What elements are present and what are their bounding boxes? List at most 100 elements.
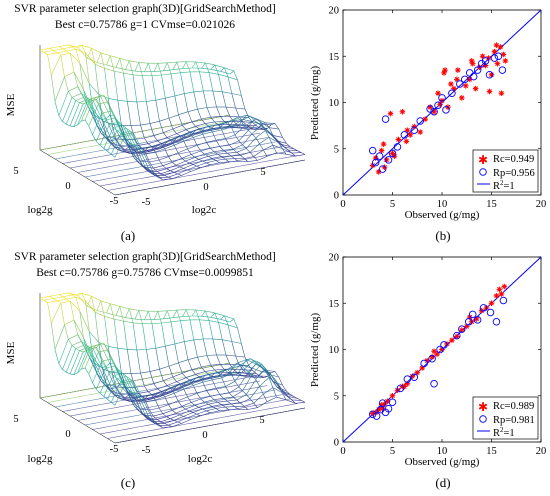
prediction-point	[371, 158, 380, 167]
mesh-line	[255, 130, 266, 139]
mesh-line	[224, 315, 234, 320]
mesh-line	[241, 343, 246, 358]
mesh-line	[235, 355, 246, 358]
mesh-line	[240, 402, 245, 407]
mesh-line	[295, 154, 306, 157]
mesh-line	[234, 406, 239, 410]
mesh-line	[142, 323, 147, 350]
mesh-line	[136, 399, 141, 402]
mesh-line	[221, 155, 232, 157]
mesh-line	[174, 93, 185, 97]
mesh-line	[145, 153, 150, 163]
mesh-line	[172, 372, 183, 378]
mesh-line	[145, 399, 156, 402]
mesh-line	[229, 364, 234, 370]
mesh-line	[134, 405, 139, 411]
mesh-line	[153, 70, 164, 72]
prediction-point	[465, 69, 474, 77]
mesh-line	[96, 310, 107, 314]
mesh-line	[151, 322, 162, 324]
mesh-line	[220, 71, 231, 75]
prediction-point	[400, 131, 409, 139]
mesh-line	[210, 317, 221, 320]
mesh-line	[170, 418, 175, 421]
mesh-line	[96, 52, 102, 63]
mesh-line	[85, 300, 96, 313]
mesh-line	[139, 150, 150, 170]
mesh-line	[185, 408, 190, 412]
mesh-line	[104, 135, 109, 140]
prediction-point	[378, 399, 387, 407]
mesh-line	[58, 46, 63, 50]
mesh-line	[227, 399, 237, 402]
mesh-line	[143, 400, 154, 421]
mesh-line	[155, 151, 160, 161]
y-tick-label: 20	[329, 253, 340, 264]
mesh-line	[155, 392, 166, 397]
mesh-line	[158, 407, 164, 414]
mesh-line	[54, 324, 65, 350]
mesh-line	[62, 296, 67, 300]
panel-d-ticks: 0 5 10 15 20 0 5 10 15 20	[329, 253, 547, 458]
mesh-line	[162, 178, 173, 180]
mesh-line	[98, 117, 103, 120]
mesh-line	[168, 424, 173, 428]
mesh-line	[183, 416, 188, 419]
mesh-line	[110, 55, 120, 59]
mesh-line	[104, 68, 115, 72]
mesh-line	[227, 372, 232, 375]
mesh-line	[181, 158, 186, 162]
mesh-line	[206, 139, 217, 143]
mesh-line	[230, 402, 241, 405]
mesh-line	[142, 396, 147, 399]
mesh-line	[99, 124, 110, 146]
mesh-line	[227, 124, 232, 128]
mesh-line	[239, 364, 244, 370]
mesh-line	[66, 100, 77, 125]
mesh-line	[168, 366, 174, 378]
mesh-line	[128, 141, 133, 145]
mesh-line	[149, 159, 160, 163]
panel-d-legend-r2-sup: 2	[500, 426, 504, 434]
mesh-line	[68, 292, 73, 296]
mesh-line	[253, 120, 258, 124]
mesh-line	[51, 302, 62, 324]
mesh-line	[244, 156, 254, 159]
mesh-line	[105, 119, 110, 125]
calibration-point	[395, 136, 402, 143]
mesh-line	[151, 394, 156, 397]
mesh-line	[253, 149, 264, 157]
mesh-line	[135, 147, 146, 168]
mesh-line	[54, 76, 65, 102]
mesh-line	[291, 399, 302, 401]
mesh-line	[81, 293, 86, 302]
mesh-line	[111, 372, 117, 387]
mesh-line	[155, 345, 166, 349]
mesh-line	[280, 389, 291, 395]
mesh-line	[187, 393, 198, 398]
mesh-line	[125, 139, 130, 147]
mesh-line	[153, 165, 163, 169]
mesh-line	[256, 373, 261, 377]
prediction-point	[375, 152, 384, 160]
prediction-point	[393, 143, 402, 151]
mesh-line	[134, 318, 145, 321]
mesh-line	[201, 364, 211, 368]
mesh-line	[129, 60, 134, 75]
mesh-line	[79, 311, 90, 332]
mesh-line	[187, 111, 193, 122]
mesh-line	[168, 404, 173, 411]
mesh-line	[75, 348, 80, 351]
mesh-line	[161, 73, 172, 76]
mesh-line	[187, 356, 198, 360]
mesh-line	[81, 340, 86, 345]
mesh-line	[147, 394, 152, 397]
mesh-line	[168, 389, 179, 394]
mesh-line	[115, 58, 121, 68]
mesh-line	[72, 294, 77, 298]
panel-d-legend-circle-icon	[479, 415, 487, 423]
mesh-line	[162, 413, 167, 418]
mesh-line	[210, 146, 220, 149]
mesh-line	[84, 119, 90, 127]
mesh-line	[189, 407, 199, 412]
